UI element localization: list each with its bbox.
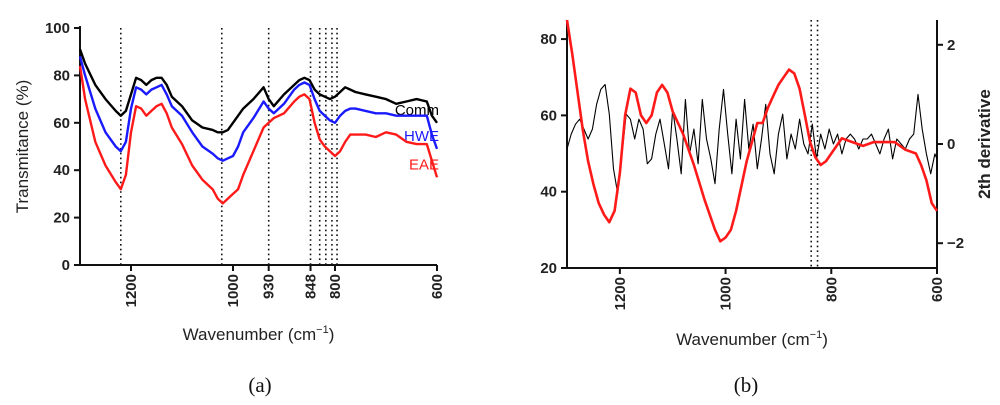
series-line-spectrum <box>565 19 939 243</box>
x-axis-title: Wavenumber (cm−1) <box>676 329 828 349</box>
y-axis-title: Transmitance (%) <box>13 80 32 214</box>
y-tick-label: 20 <box>53 210 70 227</box>
y-tick-label: 20 <box>540 260 557 277</box>
x-tick-label: 800 <box>327 274 344 299</box>
y-tick-label: 60 <box>53 115 70 132</box>
x-tick-label: 1200 <box>123 274 140 307</box>
y-tick-label: 0 <box>62 257 70 274</box>
series-label-eae: EAE <box>409 156 439 173</box>
y2-tick-label: −2 <box>947 235 964 252</box>
series-line-hwe <box>78 56 439 162</box>
series-label-hwe: HWE <box>404 128 439 145</box>
series-line-eae <box>78 65 439 205</box>
x-tick-label: 600 <box>929 277 946 302</box>
x-tick-label: 1200 <box>612 277 629 310</box>
x-tick-label: 930 <box>261 274 278 299</box>
y2-axis-title: 2th derivative <box>975 89 994 199</box>
y2-tick-label: 0 <box>947 136 955 153</box>
y-tick-label: 80 <box>540 31 557 48</box>
y-tick-label: 100 <box>45 20 70 37</box>
series-line-comm <box>78 48 438 134</box>
panel-label-a: (a) <box>248 373 271 397</box>
series-line-second-derivative <box>566 83 938 195</box>
x-tick-label: 1000 <box>718 277 735 310</box>
x-axis-title: Wavenumber (cm−1) <box>183 324 335 344</box>
chart-panel-b: 20 40 60 80 −2 0 2 1200 1000 800 600 Wavenumber (cm… <box>540 19 994 397</box>
y-tick-label: 80 <box>53 67 70 84</box>
y2-tick-label: 2 <box>947 37 955 54</box>
y-tick-label: 40 <box>53 162 70 179</box>
y-tick-label: 40 <box>540 184 557 201</box>
x-tick-label: 800 <box>823 277 840 302</box>
x-tick-label: 848 <box>303 274 320 299</box>
panel-label-b: (b) <box>734 373 759 397</box>
y-tick-label: 60 <box>540 107 557 124</box>
x-tick-label: 1000 <box>225 274 242 307</box>
x-tick-label: 600 <box>429 274 446 299</box>
